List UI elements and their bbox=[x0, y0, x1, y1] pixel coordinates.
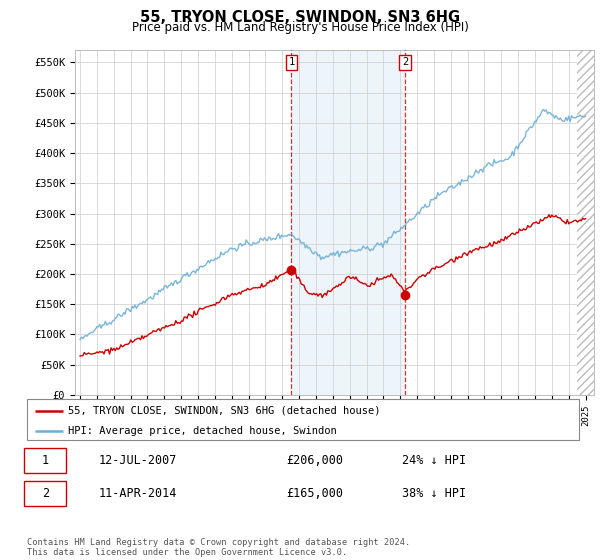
Bar bbox=[292, 50, 405, 395]
Text: 1: 1 bbox=[288, 58, 295, 67]
Text: £165,000: £165,000 bbox=[286, 487, 343, 500]
Text: HPI: Average price, detached house, Swindon: HPI: Average price, detached house, Swin… bbox=[68, 426, 337, 436]
Text: 24% ↓ HPI: 24% ↓ HPI bbox=[403, 454, 466, 467]
Text: Contains HM Land Registry data © Crown copyright and database right 2024.
This d: Contains HM Land Registry data © Crown c… bbox=[27, 538, 410, 557]
Text: 55, TRYON CLOSE, SWINDON, SN3 6HG: 55, TRYON CLOSE, SWINDON, SN3 6HG bbox=[140, 10, 460, 25]
Text: 2: 2 bbox=[41, 487, 49, 500]
Text: 38% ↓ HPI: 38% ↓ HPI bbox=[403, 487, 466, 500]
Text: £206,000: £206,000 bbox=[286, 454, 343, 467]
Text: 55, TRYON CLOSE, SWINDON, SN3 6HG (detached house): 55, TRYON CLOSE, SWINDON, SN3 6HG (detac… bbox=[68, 405, 381, 416]
Text: 2: 2 bbox=[402, 58, 408, 67]
Text: 12-JUL-2007: 12-JUL-2007 bbox=[99, 454, 177, 467]
Text: 11-APR-2014: 11-APR-2014 bbox=[99, 487, 177, 500]
FancyBboxPatch shape bbox=[24, 481, 65, 506]
Text: Price paid vs. HM Land Registry's House Price Index (HPI): Price paid vs. HM Land Registry's House … bbox=[131, 21, 469, 34]
Bar bbox=[577, 50, 594, 395]
Text: 1: 1 bbox=[41, 454, 49, 467]
FancyBboxPatch shape bbox=[24, 448, 65, 473]
